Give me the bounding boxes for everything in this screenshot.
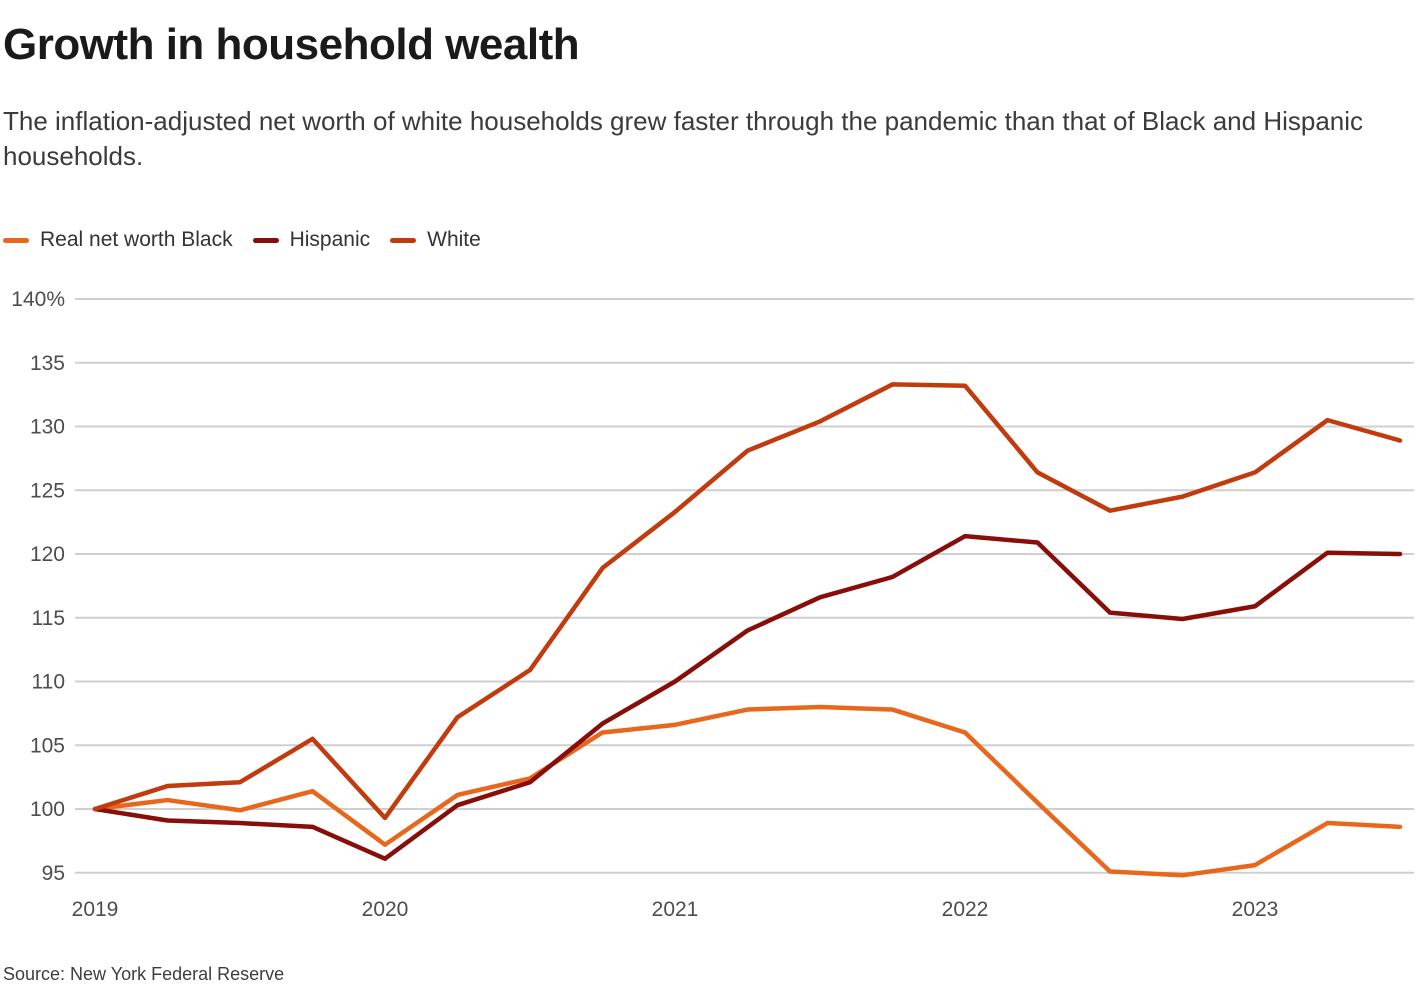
y-axis-tick-label: 95 bbox=[42, 862, 65, 885]
legend-item-white: White bbox=[390, 228, 481, 252]
page-title: Growth in household wealth bbox=[3, 20, 580, 69]
line-series-real-net-worth-black bbox=[92, 704, 1403, 878]
x-axis-tick-label: 2022 bbox=[942, 898, 989, 921]
line-series-white bbox=[92, 382, 1403, 821]
legend-label-white: White bbox=[427, 228, 481, 251]
y-axis-tick-label: 110 bbox=[32, 671, 65, 694]
source-note: Source: New York Federal Reserve bbox=[3, 964, 285, 984]
x-axis-tick-label: 2023 bbox=[1232, 898, 1279, 921]
y-axis-tick-label: 135 bbox=[30, 352, 65, 375]
x-axis-tick-label: 2021 bbox=[652, 898, 699, 921]
legend-label-black: Real net worth Black bbox=[40, 228, 233, 251]
chart-legend: Real net worth Black Hispanic White bbox=[3, 228, 501, 252]
y-axis-tick-label: 130 bbox=[30, 416, 65, 439]
chart-subtitle: The inflation-adjusted net worth of whit… bbox=[3, 106, 1364, 172]
legend-swatch-hispanic bbox=[252, 237, 279, 243]
line-series-hispanic bbox=[92, 533, 1403, 861]
y-axis-tick-label: 140% bbox=[11, 288, 65, 311]
legend-label-hispanic: Hispanic bbox=[289, 228, 371, 251]
y-axis-tick-label: 125 bbox=[30, 479, 65, 502]
legend-swatch-white bbox=[390, 237, 417, 243]
y-axis-tick-label: 105 bbox=[30, 734, 65, 757]
y-axis-tick-label: 115 bbox=[32, 607, 65, 630]
y-axis-tick-label: 120 bbox=[30, 543, 65, 566]
x-axis-tick-label: 2020 bbox=[362, 898, 409, 921]
legend-item-hispanic: Hispanic bbox=[252, 228, 371, 252]
legend-item-black: Real net worth Black bbox=[3, 228, 233, 252]
legend-swatch-black bbox=[3, 237, 29, 243]
x-axis-tick-label: 2019 bbox=[72, 898, 119, 921]
y-axis-tick-label: 100 bbox=[30, 798, 65, 821]
